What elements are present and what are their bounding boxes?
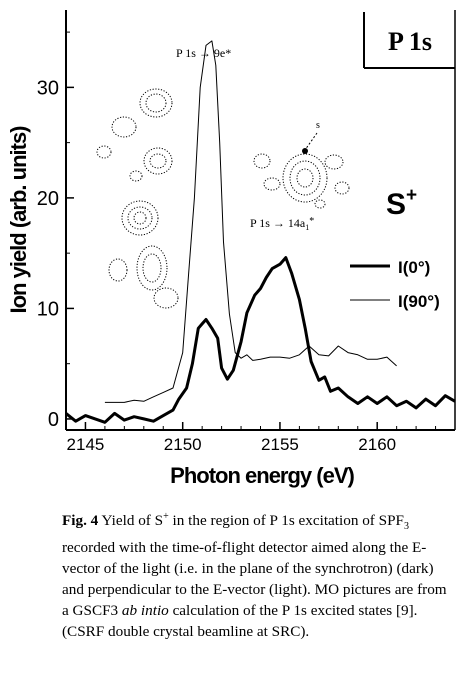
y-tick-label: 20 [37,188,59,210]
mo-picture-right [253,153,350,209]
peak-annotation-14a1-sub: 1 [305,223,309,232]
series-line-0 [65,256,456,424]
caption-segment: calculation of the P 1s excited states [… [62,602,418,641]
y-tick-label: 10 [37,298,59,320]
y-axis: 0 10 20 30 [37,31,74,431]
peak-annotation-14a1-main: P 1s → 14a [250,216,306,230]
x-axis-label: Photon energy (eV) [170,463,354,488]
x-tick-label: 2155 [261,435,299,454]
mo-pointer: s [302,120,320,154]
mo-picture-14a1 [108,200,179,309]
legend-label-0deg: I(0°) [398,258,430,277]
series-layer [65,40,456,424]
mo-label: s [316,120,320,131]
caption-segment: + [163,511,169,522]
caption-body: Yield of S+ in the region of P 1s excita… [62,511,447,641]
y-tick-label: 0 [48,409,59,431]
panel-label-box: P 1s [363,12,455,69]
panel-label: P 1s [388,27,432,56]
caption-segment: ab intio [121,602,169,620]
mo-picture-9e [96,88,173,182]
y-tick-label: 30 [37,77,59,99]
chart-figure: P 1s S+ s P 1s → 9e* [6,10,456,488]
caption-segment: recorded with the time-of-flight detecto… [62,539,447,620]
peak-annotation-14a1: P 1s → 14a1* [250,216,314,232]
x-tick-label: 2150 [164,435,202,454]
figure-caption: Fig. 4 Yield of S+ in the region of P 1s… [62,506,454,642]
x-tick-label: 2160 [358,435,396,454]
x-axis: 2145 2150 2155 2160 [65,422,456,454]
legend: I(0°) I(90°) [350,258,440,311]
peak-annotation-9e: P 1s → 9e* [176,46,231,60]
peak-annotation-14a1-star: * [309,216,314,227]
ion-label-charge: + [406,185,417,206]
ion-label: S+ [386,185,417,221]
caption-segment: Yield of S [98,512,164,530]
ion-label-symbol: S [386,188,406,221]
caption-segment: in the region of P 1s excitation of SPF [168,512,405,530]
legend-label-90deg: I(90°) [398,292,440,311]
caption-lead: Fig. 4 [62,512,99,530]
y-axis-label: Ion yield (arb. units) [6,126,31,314]
series-line-1 [104,40,397,403]
caption-segment: 3 [404,521,410,533]
x-tick-label: 2145 [67,435,105,454]
